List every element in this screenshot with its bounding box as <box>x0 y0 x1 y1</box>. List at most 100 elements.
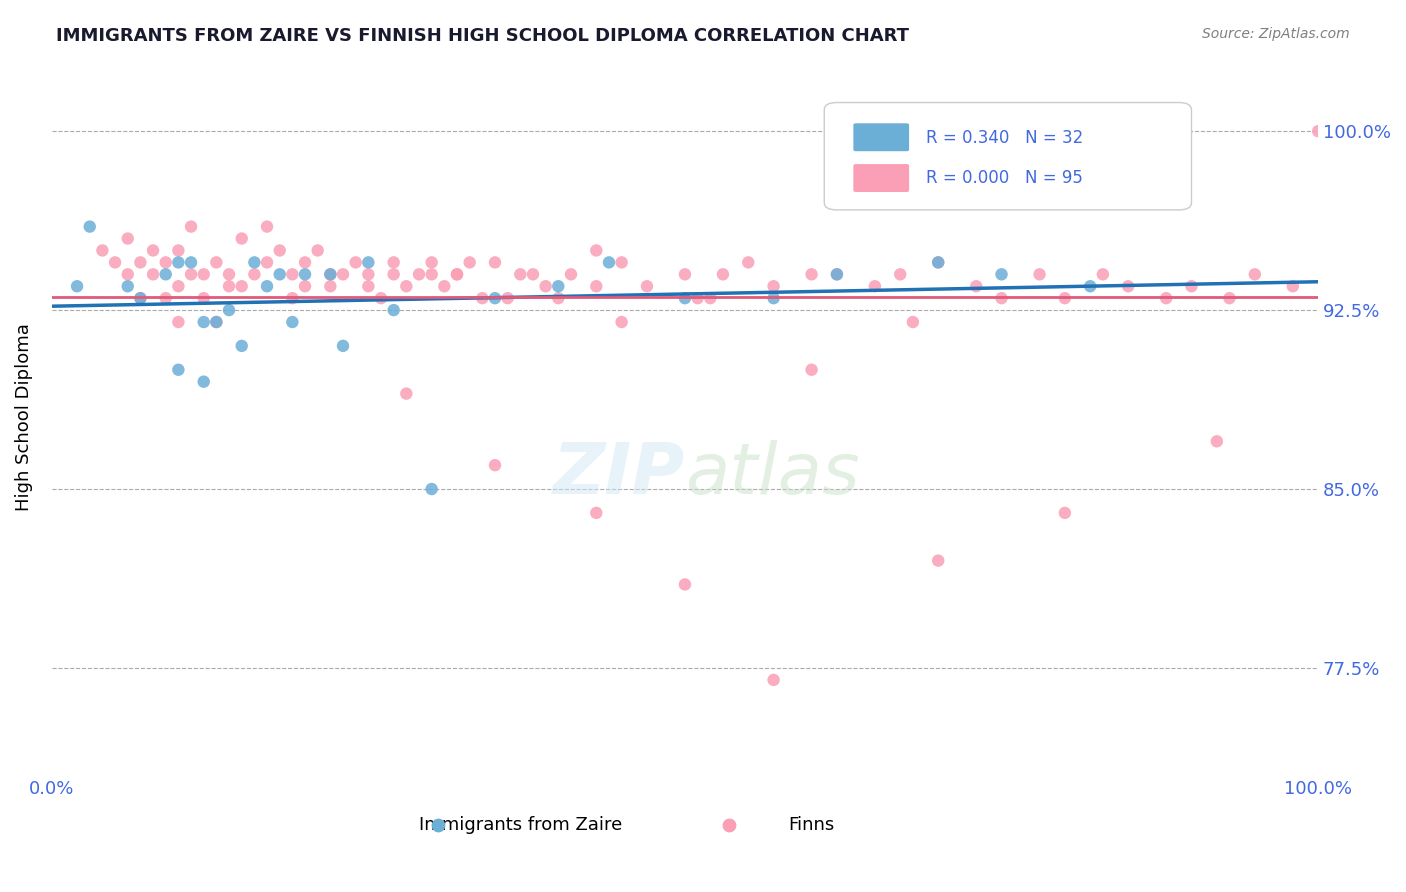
Point <box>129 291 152 305</box>
Point <box>1116 279 1139 293</box>
FancyBboxPatch shape <box>853 123 910 152</box>
Point <box>142 244 165 258</box>
FancyBboxPatch shape <box>824 103 1191 210</box>
Point <box>180 255 202 269</box>
Text: Finns: Finns <box>789 816 835 834</box>
Point <box>231 279 253 293</box>
Point <box>800 268 823 282</box>
Point <box>91 244 114 258</box>
Point <box>104 255 127 269</box>
Point <box>420 482 443 496</box>
Point <box>1180 279 1202 293</box>
Point <box>332 339 354 353</box>
Point <box>142 268 165 282</box>
Point <box>370 291 392 305</box>
Point <box>585 279 607 293</box>
Point <box>610 315 633 329</box>
Point <box>990 268 1012 282</box>
Point <box>281 291 304 305</box>
Point <box>382 268 405 282</box>
Point <box>598 255 620 269</box>
Point <box>180 219 202 234</box>
Point <box>471 291 494 305</box>
Point <box>205 255 228 269</box>
Point <box>522 268 544 282</box>
Point <box>205 315 228 329</box>
Point <box>1308 124 1330 138</box>
Point <box>699 291 721 305</box>
Point <box>636 279 658 293</box>
Point <box>117 279 139 293</box>
Point <box>484 255 506 269</box>
Point <box>585 506 607 520</box>
Point <box>193 375 215 389</box>
Point <box>901 315 924 329</box>
Point <box>167 315 190 329</box>
Point <box>281 268 304 282</box>
Point <box>269 244 291 258</box>
Point <box>117 231 139 245</box>
Point <box>382 303 405 318</box>
Point <box>420 255 443 269</box>
Point <box>193 315 215 329</box>
Point <box>294 279 316 293</box>
Point <box>990 291 1012 305</box>
Point <box>256 255 278 269</box>
Point <box>686 291 709 305</box>
Text: atlas: atlas <box>685 441 859 509</box>
Point <box>357 255 380 269</box>
Point <box>927 255 949 269</box>
Point <box>231 231 253 245</box>
Point <box>509 268 531 282</box>
Point <box>395 279 418 293</box>
Point <box>155 268 177 282</box>
Point <box>711 268 734 282</box>
Point <box>294 268 316 282</box>
Text: Source: ZipAtlas.com: Source: ZipAtlas.com <box>1202 27 1350 41</box>
Point <box>218 268 240 282</box>
Point <box>243 255 266 269</box>
FancyBboxPatch shape <box>853 164 910 192</box>
Text: Immigrants from Zaire: Immigrants from Zaire <box>419 816 621 834</box>
Point <box>344 255 367 269</box>
Point <box>889 268 911 282</box>
Point <box>167 255 190 269</box>
Point <box>446 268 468 282</box>
Point <box>256 279 278 293</box>
Point <box>825 268 848 282</box>
Point <box>547 291 569 305</box>
Point <box>66 279 89 293</box>
Point <box>863 279 886 293</box>
Point <box>534 279 557 293</box>
Point <box>1154 291 1177 305</box>
Point <box>1281 279 1303 293</box>
Text: R = 0.340   N = 32: R = 0.340 N = 32 <box>925 128 1083 146</box>
Point <box>129 291 152 305</box>
Point <box>458 255 481 269</box>
Point <box>800 363 823 377</box>
Point <box>1205 434 1227 449</box>
Point <box>319 268 342 282</box>
Point <box>167 244 190 258</box>
Point <box>965 279 987 293</box>
Point <box>357 279 380 293</box>
Point <box>610 255 633 269</box>
Point <box>1091 268 1114 282</box>
Point <box>1028 268 1050 282</box>
Point <box>269 268 291 282</box>
Point <box>560 268 582 282</box>
Point <box>737 255 759 269</box>
Point <box>129 255 152 269</box>
Point <box>193 291 215 305</box>
Point <box>673 268 696 282</box>
Point <box>762 673 785 687</box>
Point <box>762 279 785 293</box>
Point <box>395 386 418 401</box>
Point <box>1078 279 1101 293</box>
Point <box>673 291 696 305</box>
Point <box>420 268 443 282</box>
Point <box>585 244 607 258</box>
Text: ZIP: ZIP <box>553 441 685 509</box>
Text: IMMIGRANTS FROM ZAIRE VS FINNISH HIGH SCHOOL DIPLOMA CORRELATION CHART: IMMIGRANTS FROM ZAIRE VS FINNISH HIGH SC… <box>56 27 910 45</box>
Point <box>231 339 253 353</box>
